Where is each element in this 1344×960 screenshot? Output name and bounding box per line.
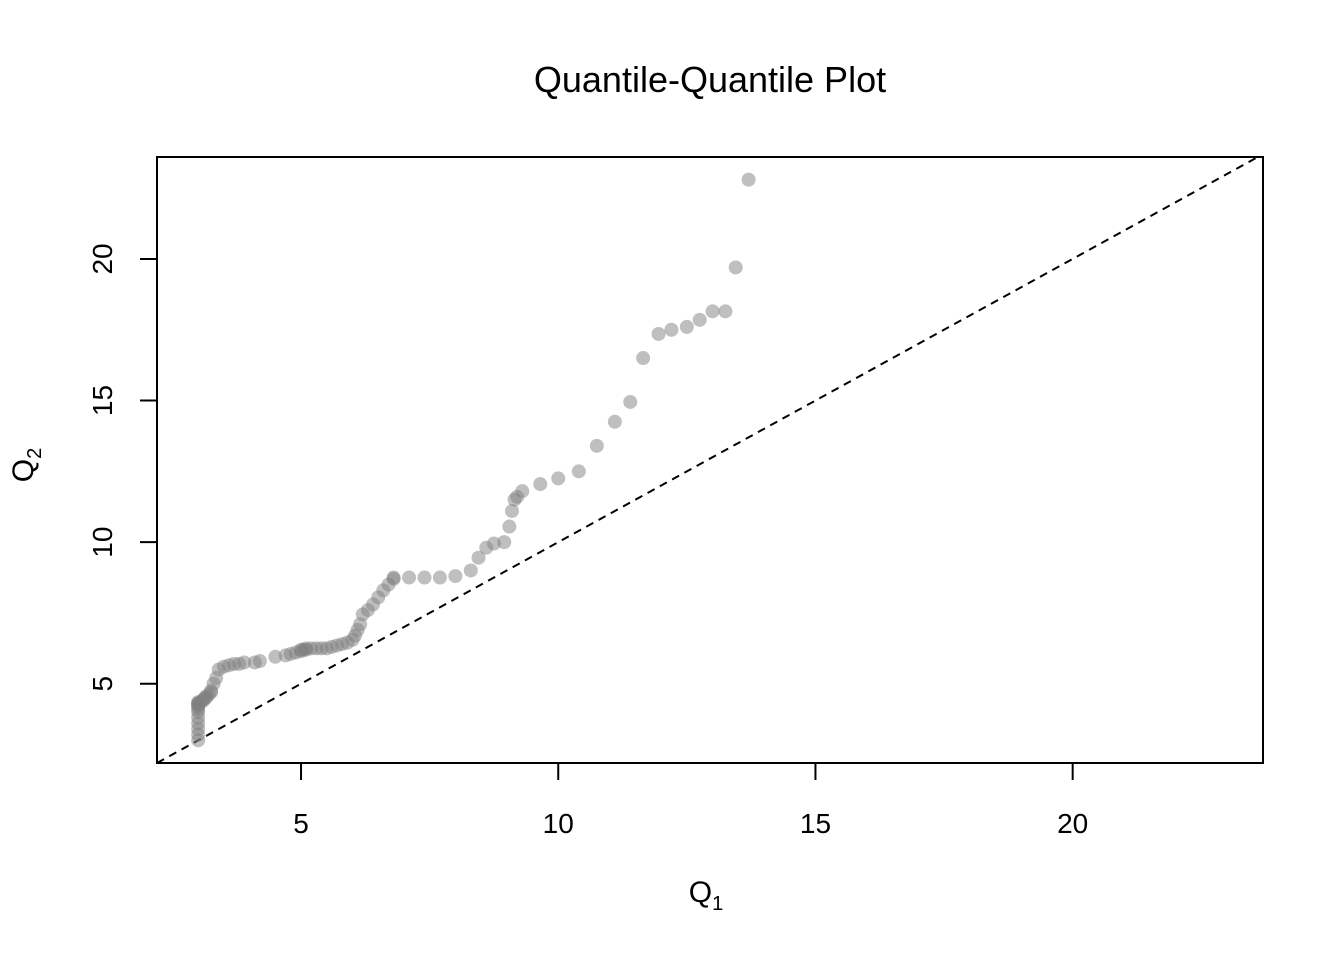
data-point (486, 536, 501, 551)
data-point (448, 569, 463, 584)
x-axis-title-sub: 1 (712, 893, 723, 915)
data-point (623, 394, 638, 409)
data-point (432, 570, 447, 585)
chart-title: Quantile-Quantile Plot (534, 59, 886, 100)
data-point (504, 503, 519, 518)
data-point (636, 351, 651, 366)
x-axis: 5 10 15 20 (293, 763, 1088, 839)
data-point (679, 319, 694, 334)
data-point (471, 550, 486, 565)
data-point (497, 535, 512, 550)
x-tick-label: 10 (543, 808, 574, 839)
x-tick-label: 15 (800, 808, 831, 839)
data-point (589, 438, 604, 453)
x-tick-label: 20 (1057, 808, 1088, 839)
data-point (237, 655, 252, 670)
data-point (718, 304, 733, 319)
reference-line (156, 156, 1259, 764)
y-axis-title-sub: 2 (24, 448, 46, 459)
data-point (551, 471, 566, 486)
data-point (741, 172, 756, 187)
y-axis-title: Q2 (7, 448, 46, 482)
x-axis-title: Q1 (689, 876, 723, 915)
data-point (664, 322, 679, 337)
y-tick-label: 5 (87, 676, 118, 692)
x-axis-title-main: Q (689, 876, 712, 909)
data-point (402, 570, 417, 585)
data-point (728, 260, 743, 275)
data-point (502, 519, 517, 534)
data-point (571, 464, 586, 479)
points-group (191, 172, 756, 748)
data-point (533, 477, 548, 492)
data-point (607, 414, 622, 429)
data-point (386, 570, 401, 585)
y-tick-label: 10 (87, 527, 118, 558)
x-tick-label: 5 (293, 808, 309, 839)
data-point (252, 654, 267, 669)
plot-frame (156, 156, 1264, 764)
reference-line-group (156, 156, 1259, 764)
data-point (268, 649, 283, 664)
y-tick-label: 20 (87, 243, 118, 274)
y-axis: 5 10 15 20 (87, 243, 157, 691)
data-point (463, 563, 478, 578)
y-tick-label: 15 (87, 385, 118, 416)
data-point (692, 312, 707, 327)
data-point (651, 326, 666, 341)
data-point (417, 570, 432, 585)
data-point (515, 484, 530, 499)
data-point (705, 304, 720, 319)
y-axis-title-main: Q (7, 459, 40, 482)
